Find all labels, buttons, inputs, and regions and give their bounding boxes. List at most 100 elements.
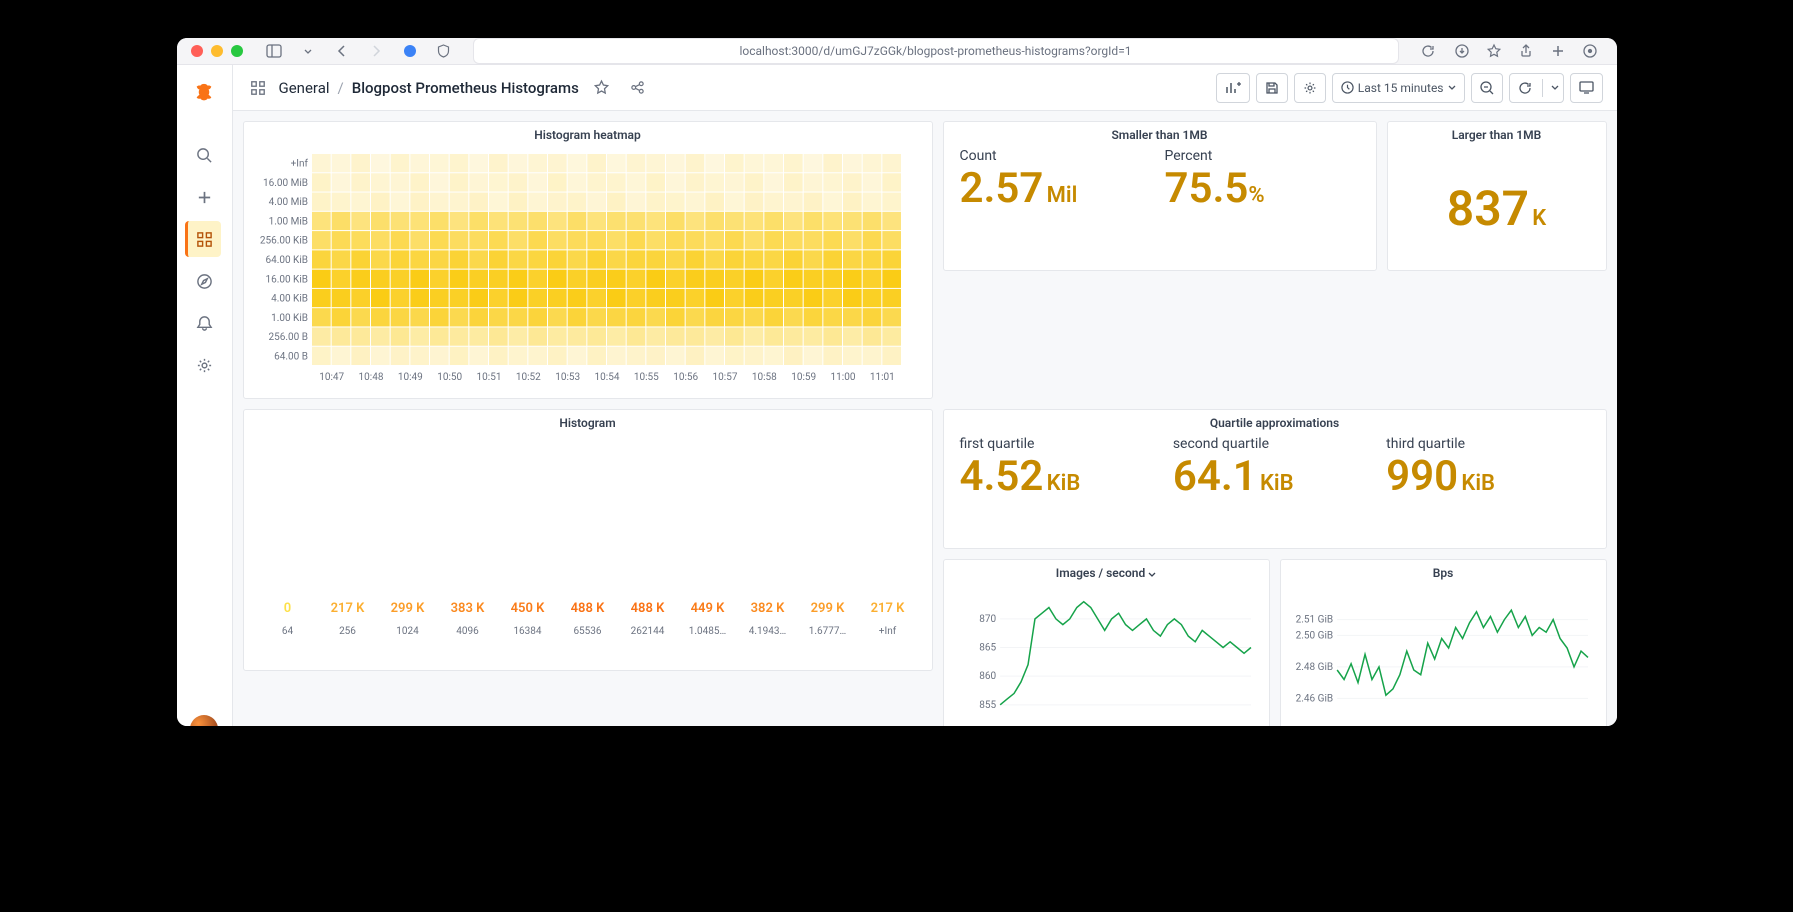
svg-text:4.00 MiB: 4.00 MiB: [268, 197, 307, 208]
stat-unit: KiB: [1461, 471, 1495, 496]
histogram-bar: 382 K: [740, 601, 796, 620]
svg-text:10:51: 10:51: [476, 372, 501, 383]
heatmap-chart: +Inf16.00 MiB4.00 MiB1.00 MiB256.00 KiB6…: [256, 152, 906, 384]
privacy-icon[interactable]: [397, 38, 423, 64]
download-icon[interactable]: [1449, 38, 1475, 64]
svg-text:256.00 B: 256.00 B: [268, 332, 307, 343]
svg-text:2.51 GiB: 2.51 GiB: [1295, 615, 1333, 626]
bar-value-label: 299 K: [811, 601, 845, 616]
traffic-lights: [191, 45, 243, 57]
stat-percent: Percent 75.5%: [1165, 148, 1360, 210]
histogram-bar: 488 K: [620, 601, 676, 620]
url-text: localhost:3000/d/umGJ7zGGk/blogpost-prom…: [739, 44, 1131, 58]
dashboards-icon[interactable]: [185, 221, 221, 257]
x-axis-label: 256: [320, 626, 376, 637]
svg-text:16.00 KiB: 16.00 KiB: [265, 274, 308, 285]
bar-value-label: 488 K: [571, 601, 605, 616]
svg-text:10:54: 10:54: [594, 372, 619, 383]
stat-unit: KiB: [1260, 471, 1294, 496]
forward-icon[interactable]: [363, 38, 389, 64]
share-dashboard-icon[interactable]: [625, 75, 651, 101]
bar-value-label: 488 K: [631, 601, 665, 616]
save-dashboard-button[interactable]: [1256, 73, 1288, 103]
shield-icon[interactable]: [431, 38, 457, 64]
refresh-button[interactable]: [1509, 73, 1564, 103]
svg-text:1.00 KiB: 1.00 KiB: [271, 313, 308, 324]
panel-title: Larger than 1MB: [1388, 122, 1606, 148]
stat-unit: Mil: [1047, 183, 1078, 208]
back-icon[interactable]: [329, 38, 355, 64]
panel-title: Histogram: [244, 410, 932, 436]
search-icon[interactable]: [186, 137, 222, 173]
svg-text:10:47: 10:47: [319, 372, 344, 383]
new-tab-icon[interactable]: [1545, 38, 1571, 64]
breadcrumb-separator: /: [338, 79, 344, 97]
minimize-window-icon[interactable]: [211, 45, 223, 57]
stat-value: 64.1: [1173, 452, 1257, 501]
add-panel-button[interactable]: [1216, 73, 1250, 103]
histogram-bar: 450 K: [500, 601, 556, 620]
stat-quartile-1: first quartile 4.52 KiB: [960, 436, 1163, 498]
svg-text:10:53: 10:53: [555, 372, 580, 383]
svg-text:2.48 GiB: 2.48 GiB: [1295, 662, 1333, 673]
svg-text:10:58: 10:58: [751, 372, 776, 383]
explore-icon[interactable]: [186, 263, 222, 299]
svg-text:10:50: 10:50: [437, 372, 462, 383]
url-bar[interactable]: localhost:3000/d/umGJ7zGGk/blogpost-prom…: [473, 38, 1399, 64]
panel-quartile[interactable]: Quartile approximations first quartile 4…: [943, 409, 1607, 549]
bar-value-label: 0: [284, 601, 291, 616]
svg-text:11:01: 11:01: [869, 372, 894, 383]
svg-text:10:48: 10:48: [358, 372, 383, 383]
stat-label: first quartile: [960, 436, 1163, 452]
bar-value-label: 299 K: [391, 601, 425, 616]
panel-larger-than-1mb[interactable]: Larger than 1MB 837 K: [1387, 121, 1607, 271]
breadcrumb-folder[interactable]: General: [279, 79, 330, 97]
panel-title: Quartile approximations: [944, 410, 1606, 436]
stat-unit: %: [1248, 183, 1264, 208]
svg-text:2.46 GiB: 2.46 GiB: [1295, 693, 1333, 704]
panel-grid-icon[interactable]: [247, 77, 269, 99]
time-picker-button[interactable]: Last 15 minutes: [1332, 73, 1465, 103]
share-icon[interactable]: [1513, 38, 1539, 64]
panel-images-per-second[interactable]: Images / second 85586086587011:0011:0511…: [943, 559, 1270, 726]
stat-value: 2.57: [960, 164, 1044, 213]
svg-text:2.50 GiB: 2.50 GiB: [1295, 630, 1333, 641]
panel-bps[interactable]: Bps 2.46 GiB2.48 GiB2.50 GiB2.51 GiB11:0…: [1280, 559, 1607, 726]
panel-smaller-than-1mb[interactable]: Smaller than 1MB Count 2.57 Mil Percent …: [943, 121, 1377, 271]
configuration-icon[interactable]: [186, 347, 222, 383]
panel-title: Smaller than 1MB: [944, 122, 1376, 148]
grafana-logo-icon[interactable]: [186, 75, 222, 111]
tv-mode-button[interactable]: [1570, 73, 1603, 103]
tabs-icon[interactable]: [1577, 38, 1603, 64]
browser-window: localhost:3000/d/umGJ7zGGk/blogpost-prom…: [177, 38, 1617, 726]
svg-text:865: 865: [979, 643, 996, 654]
dashboard-settings-button[interactable]: [1294, 73, 1326, 103]
svg-text:64.00 B: 64.00 B: [274, 351, 308, 362]
panel-histogram[interactable]: Histogram 0 217 K 299 K: [243, 409, 933, 671]
create-icon[interactable]: [186, 179, 222, 215]
svg-text:10:59: 10:59: [791, 372, 816, 383]
alerting-icon[interactable]: [186, 305, 222, 341]
bar-value-label: 449 K: [691, 601, 725, 616]
histogram-bar: 449 K: [680, 601, 736, 620]
bar-value-label: 382 K: [751, 601, 785, 616]
histogram-bar: 299 K: [380, 601, 436, 620]
sidebar-toggle-icon[interactable]: [261, 38, 287, 64]
zoom-out-button[interactable]: [1471, 73, 1503, 103]
maximize-window-icon[interactable]: [231, 45, 243, 57]
breadcrumb-dashboard[interactable]: Blogpost Prometheus Histograms: [352, 79, 579, 97]
svg-text:10:57: 10:57: [712, 372, 737, 383]
svg-text:10:52: 10:52: [515, 372, 540, 383]
avatar[interactable]: [190, 715, 218, 726]
stat-label: third quartile: [1386, 436, 1589, 452]
favorite-star-icon[interactable]: [589, 75, 615, 101]
svg-text:1.00 MiB: 1.00 MiB: [268, 216, 307, 227]
close-window-icon[interactable]: [191, 45, 203, 57]
x-axis-label: 64: [260, 626, 316, 637]
panel-heatmap[interactable]: Histogram heatmap +Inf16.00 MiB4.00 MiB1…: [243, 121, 933, 399]
refresh-browser-icon[interactable]: [1415, 38, 1441, 64]
star-icon[interactable]: [1481, 38, 1507, 64]
chevron-down-icon[interactable]: [295, 38, 321, 64]
svg-text:4.00 KiB: 4.00 KiB: [271, 294, 308, 305]
breadcrumb: General / Blogpost Prometheus Histograms: [279, 79, 579, 97]
